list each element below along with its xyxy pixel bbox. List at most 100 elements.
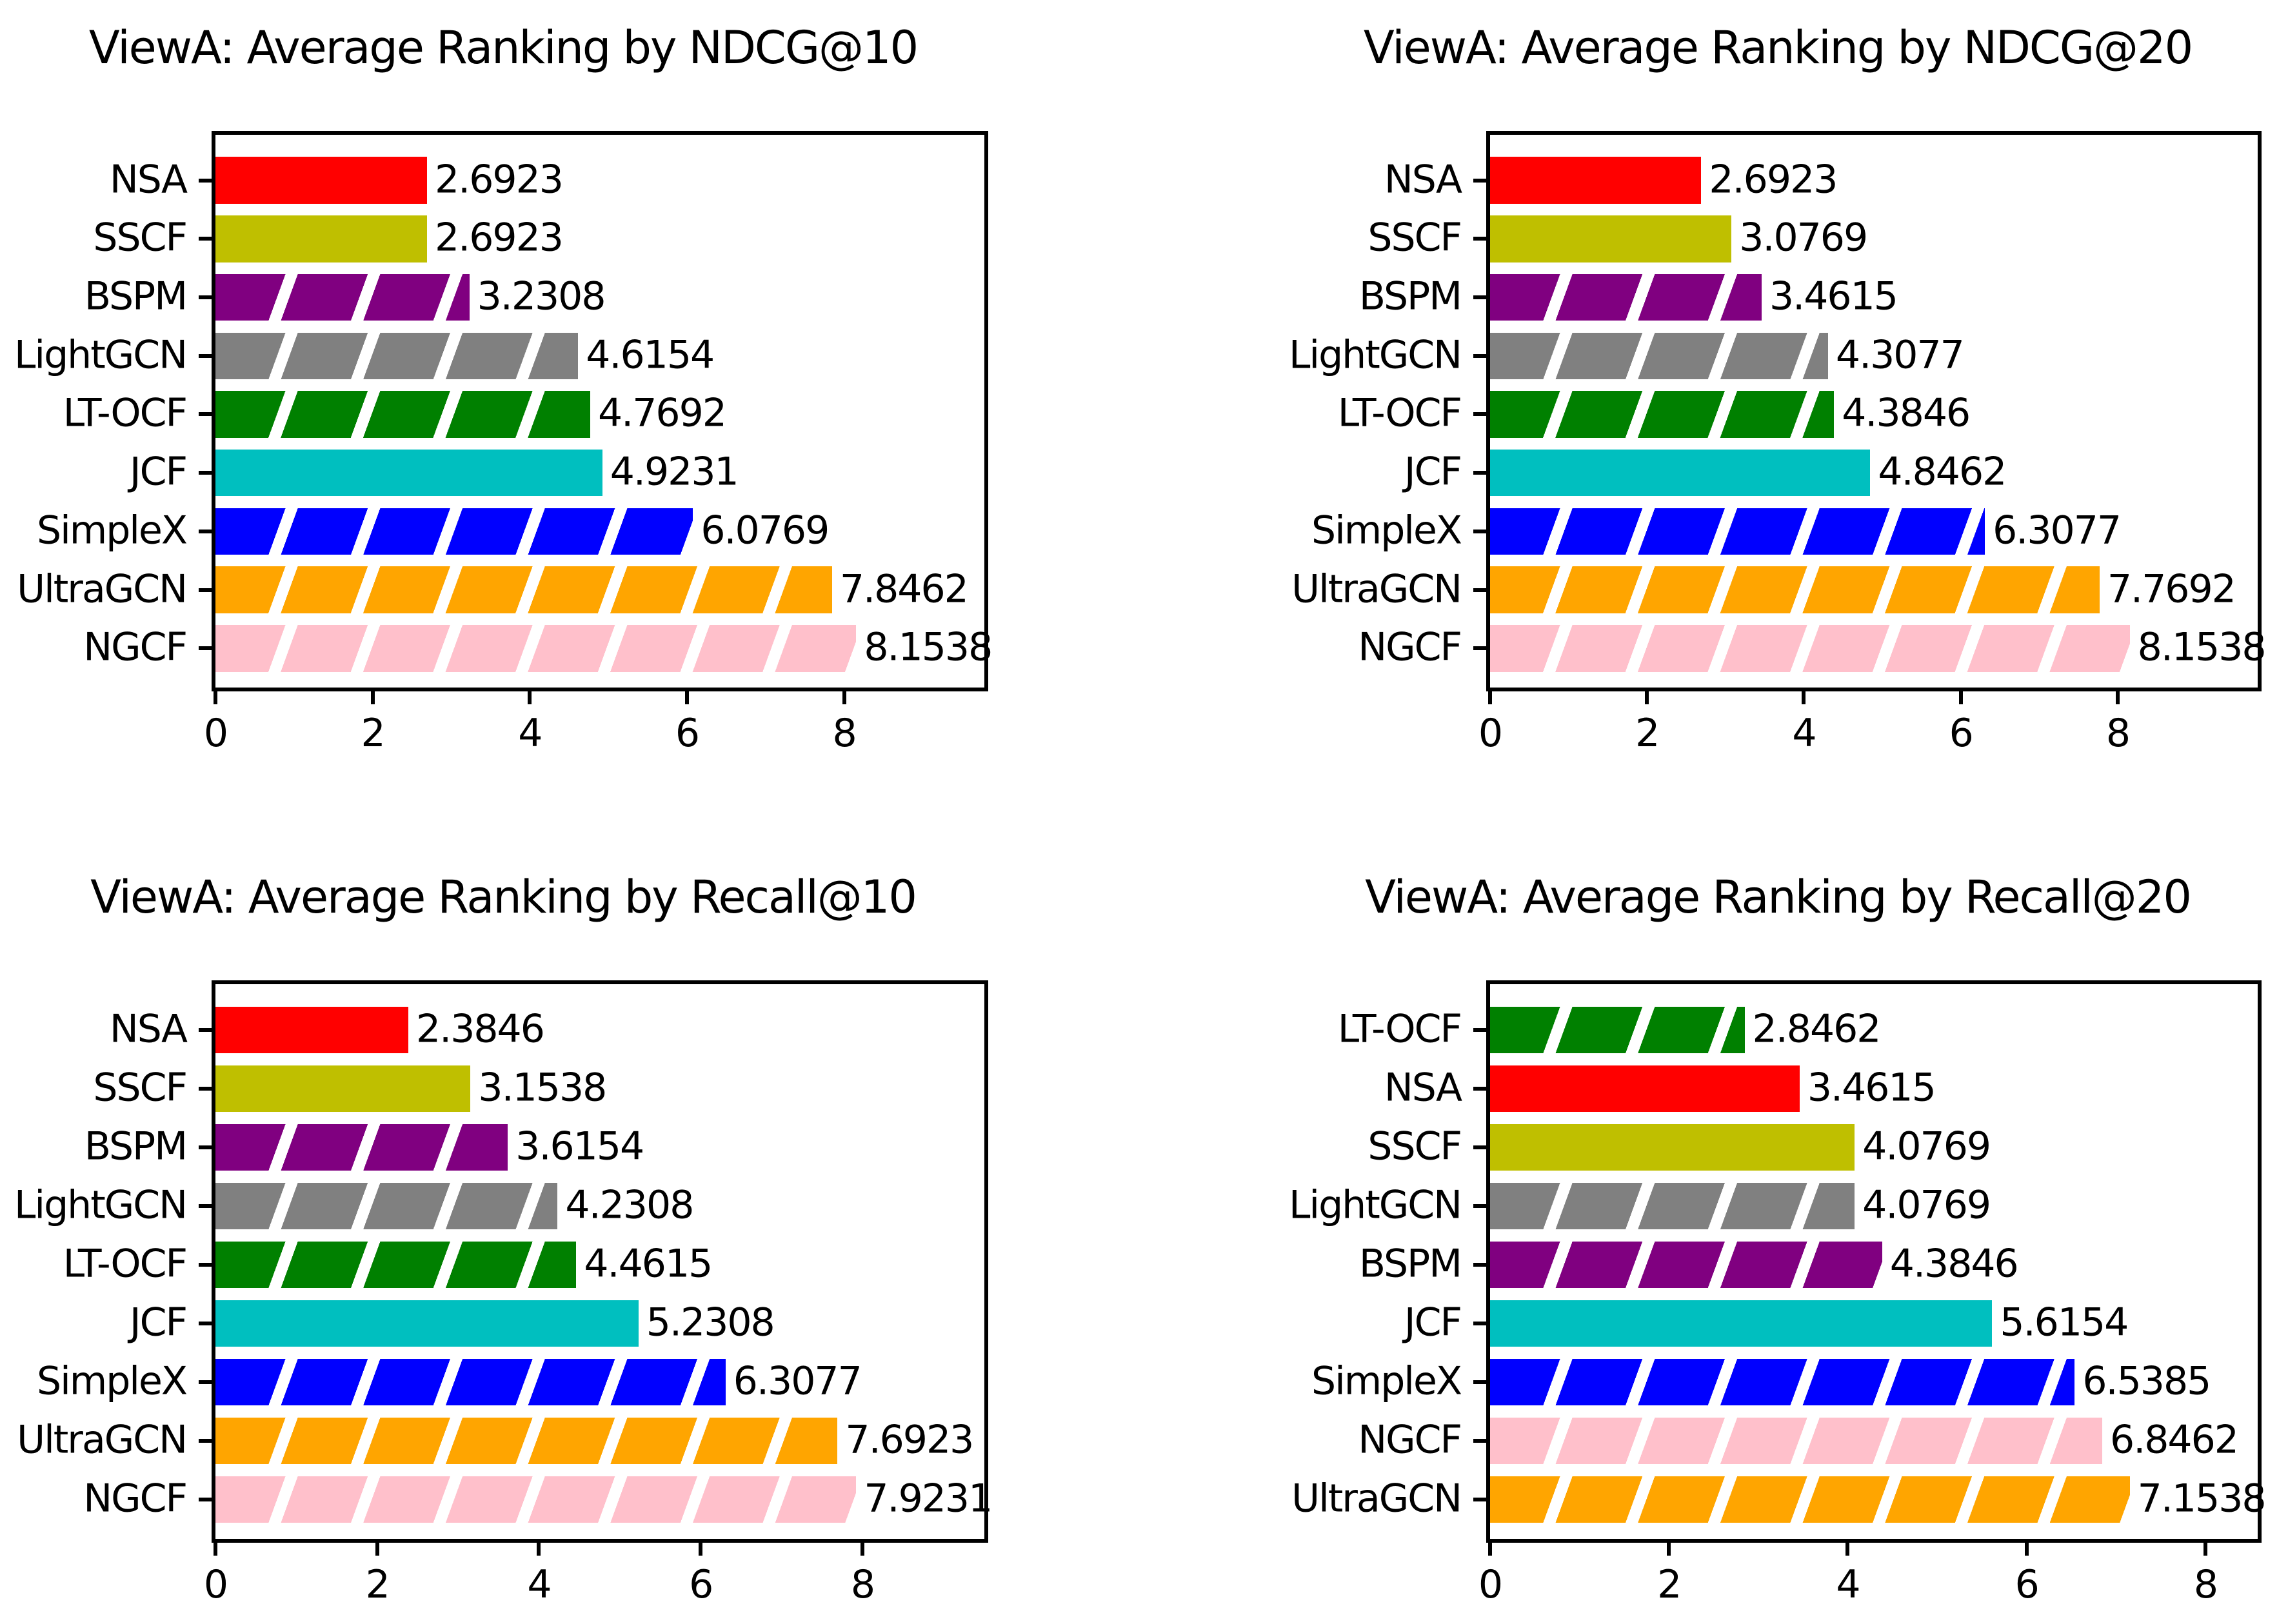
y-tick	[1473, 471, 1486, 475]
bar-sscf	[215, 215, 427, 262]
y-tick	[199, 178, 212, 183]
category-label: NSA	[109, 157, 188, 203]
category-label: UltraGCN	[1291, 1476, 1462, 1521]
bar-lightgcn	[1490, 332, 1828, 380]
category-label: SSCF	[93, 215, 188, 261]
y-tick	[1473, 529, 1486, 533]
bar-ultragcn	[1490, 566, 2100, 613]
category-label: UltraGCN	[17, 1417, 188, 1463]
bar-value-label: 7.6923	[845, 1417, 974, 1463]
bar-lightgcn	[1490, 1182, 1855, 1230]
bar-value-label: 7.1538	[2137, 1476, 2267, 1521]
bar-nsa	[215, 157, 427, 204]
bar-value-label: 4.9231	[610, 449, 739, 495]
y-tick	[199, 529, 212, 533]
x-tick	[2203, 1543, 2207, 1556]
category-label: BSPM	[1358, 273, 1462, 319]
x-tick-label: 6	[675, 711, 700, 756]
y-tick	[199, 471, 212, 475]
bar-bspm	[215, 273, 470, 321]
category-label: LT-OCF	[1337, 391, 1462, 437]
x-tick-label: 8	[2105, 711, 2131, 756]
bar-value-label: 6.3077	[1993, 508, 2122, 553]
x-tick	[370, 691, 375, 704]
category-label: NSA	[1384, 157, 1462, 203]
y-tick	[199, 646, 212, 651]
bar-value-label: 6.3077	[733, 1358, 862, 1404]
x-tick	[1645, 691, 1649, 704]
y-tick	[1473, 178, 1486, 183]
chart-title-recall20: ViewA: Average Ranking by Recall@20	[1365, 871, 2192, 924]
y-tick	[199, 1086, 212, 1091]
y-tick	[199, 353, 212, 358]
y-tick	[1473, 1498, 1486, 1502]
bar-jcf	[215, 449, 602, 497]
x-tick-label: 2	[365, 1562, 390, 1607]
bar-value-label: 4.3846	[1889, 1241, 2019, 1287]
x-tick-label: 8	[832, 711, 857, 756]
bar-ultragcn	[1490, 1476, 2130, 1523]
bar-nsa	[1490, 157, 1702, 204]
y-tick	[199, 1145, 212, 1149]
x-tick	[537, 1543, 541, 1556]
x-tick-label: 2	[361, 711, 386, 756]
category-label: SimpleX	[37, 508, 188, 553]
bar-value-label: 8.1538	[2137, 624, 2267, 670]
bar-value-label: 3.6154	[515, 1124, 644, 1169]
bar-value-label: 7.7692	[2107, 566, 2236, 612]
category-label: SSCF	[93, 1065, 188, 1111]
category-label: SSCF	[1368, 1124, 1462, 1169]
bar-ultragcn	[215, 566, 832, 613]
x-tick	[214, 691, 217, 704]
chart-title-ndcg20: ViewA: Average Ranking by NDCG@20	[1363, 21, 2193, 74]
bar-value-label: 4.2308	[565, 1182, 694, 1228]
x-tick	[860, 1543, 864, 1556]
category-label: LightGCN	[1288, 332, 1462, 378]
y-tick	[1473, 295, 1486, 300]
bar-jcf	[215, 1300, 639, 1347]
category-label: NGCF	[83, 1476, 188, 1521]
bar-value-label: 6.8462	[2110, 1417, 2239, 1463]
bar-lt-ocf	[1490, 1006, 1745, 1054]
plot-area-recall10: 2.3846 NSA 3.1538 SSCF 3.6154 BSPM 4.2308 Light…	[14, 980, 993, 1607]
bar-jcf	[1490, 1300, 1993, 1347]
bar-value-label: 3.1538	[478, 1065, 607, 1111]
category-label: JCF	[129, 1300, 188, 1345]
x-tick	[699, 1543, 703, 1556]
x-tick	[214, 1543, 217, 1556]
bar-sscf	[1490, 215, 1732, 262]
chart-title-recall10: ViewA: Average Ranking by Recall@10	[90, 871, 917, 924]
chart-panel-recall20: ViewA: Average Ranking by Recall@20 2.84…	[1289, 871, 2267, 1607]
bar-ngcf	[215, 624, 857, 672]
y-tick	[1473, 1380, 1486, 1385]
bar-lt-ocf	[1490, 391, 1835, 438]
bar-ngcf	[1490, 1417, 2103, 1465]
x-tick-label: 0	[203, 711, 228, 756]
x-tick	[842, 691, 846, 704]
bar-value-label: 4.3077	[1835, 332, 1965, 378]
category-label: LT-OCF	[63, 391, 188, 437]
x-tick	[528, 691, 532, 704]
bar-sscf	[1490, 1124, 1855, 1171]
y-tick	[1473, 1145, 1486, 1149]
x-tick	[1488, 691, 1492, 704]
plot-area-ndcg10: 2.6923 NSA 2.6923 SSCF 3.2308 BSPM 4.6154 Light…	[14, 131, 993, 756]
x-tick	[2024, 1543, 2029, 1556]
bar-lightgcn	[215, 1182, 558, 1230]
x-tick-label: 8	[850, 1562, 875, 1607]
y-tick	[199, 295, 212, 300]
x-tick-label: 6	[689, 1562, 713, 1607]
bar-value-label: 3.4615	[1769, 273, 1898, 319]
bar-value-label: 4.6154	[586, 332, 715, 378]
x-tick-label: 6	[1949, 711, 1974, 756]
y-tick	[199, 1439, 212, 1443]
category-label: SSCF	[1368, 215, 1462, 261]
y-tick	[199, 237, 212, 241]
category-label: BSPM	[1358, 1241, 1462, 1287]
x-tick-label: 6	[2014, 1562, 2040, 1607]
bar-simplex	[215, 1358, 726, 1406]
y-tick	[1473, 646, 1486, 651]
bar-ngcf	[1490, 624, 2130, 672]
chart-panel-recall10: ViewA: Average Ranking by Recall@10 2.38…	[14, 871, 993, 1607]
category-label: NGCF	[83, 624, 188, 670]
